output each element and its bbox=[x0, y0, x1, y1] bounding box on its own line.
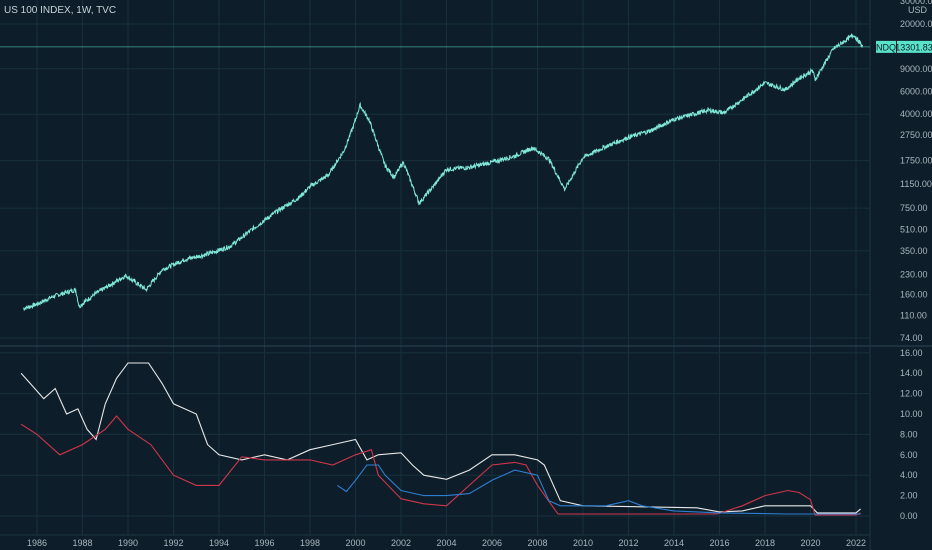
time-axis-tick: 1994 bbox=[209, 538, 229, 548]
price-axis-tick: 2750.00 bbox=[900, 130, 932, 140]
rate-axis-tick: 16.00 bbox=[900, 348, 923, 358]
price-axis-tick: 510.00 bbox=[900, 225, 928, 235]
rate-axis-tick: 14.00 bbox=[900, 368, 923, 378]
price-axis-tick: 750.00 bbox=[900, 203, 928, 213]
time-axis-tick: 2020 bbox=[800, 538, 820, 548]
time-axis-tick: 2018 bbox=[755, 538, 775, 548]
time-axis-tick: 1996 bbox=[254, 538, 274, 548]
rate-series-line-3 bbox=[336, 464, 861, 515]
rate-axis-tick: 12.00 bbox=[900, 389, 923, 399]
rate-series-line-1 bbox=[20, 362, 861, 514]
rate-axis-tick: 8.00 bbox=[900, 429, 918, 439]
price-axis-tick: 20000.00 bbox=[900, 19, 932, 29]
time-axis-tick: 2008 bbox=[527, 538, 547, 548]
price-series-line bbox=[23, 32, 863, 312]
time-axis-tick: 1990 bbox=[118, 538, 138, 548]
rate-axis-tick: 0.00 bbox=[900, 511, 918, 521]
price-axis-tick: 74.00 bbox=[900, 333, 923, 343]
time-axis-tick: 2006 bbox=[482, 538, 502, 548]
chart-title: US 100 INDEX, 1W, TVC bbox=[4, 5, 117, 16]
last-price-value: 13301.83 bbox=[895, 42, 932, 52]
price-axis-tick: 350.00 bbox=[900, 246, 928, 256]
time-axis-tick: 2012 bbox=[618, 538, 638, 548]
price-axis-tick: 30000.00 bbox=[900, 0, 932, 6]
last-price-tag bbox=[897, 40, 932, 53]
price-axis-tick: 6000.00 bbox=[900, 87, 932, 97]
time-axis-tick: 2000 bbox=[345, 538, 365, 548]
time-axis-tick: 2016 bbox=[709, 538, 729, 548]
rate-axis-tick: 2.00 bbox=[900, 491, 918, 501]
rate-axis-tick: 6.00 bbox=[900, 450, 918, 460]
symbol-label: NDQ bbox=[876, 42, 896, 52]
price-axis-tick: 230.00 bbox=[900, 269, 928, 279]
time-axis-tick: 1992 bbox=[163, 538, 183, 548]
currency-label: USD bbox=[908, 5, 928, 15]
time-axis-tick: 1988 bbox=[72, 538, 92, 548]
price-axis-tick: 9000.00 bbox=[900, 64, 932, 74]
time-axis-tick: 1986 bbox=[27, 538, 47, 548]
price-axis-tick: 1750.00 bbox=[900, 156, 932, 166]
symbol-tag bbox=[876, 40, 896, 53]
price-axis-tick: 110.00 bbox=[900, 311, 927, 321]
rate-series-line-2 bbox=[20, 415, 861, 516]
time-axis-tick: 2002 bbox=[391, 538, 411, 548]
price-axis-tick: 1150.00 bbox=[900, 179, 932, 189]
time-axis-tick: 2014 bbox=[664, 538, 684, 548]
rate-axis-tick: 10.00 bbox=[900, 409, 923, 419]
time-axis-tick: 1998 bbox=[300, 538, 320, 548]
price-axis-tick: 160.00 bbox=[900, 290, 928, 300]
rate-axis-tick: 4.00 bbox=[900, 470, 918, 480]
price-axis-tick: 4000.00 bbox=[900, 109, 932, 119]
time-axis-tick: 2022 bbox=[846, 538, 866, 548]
time-axis-tick: 2010 bbox=[573, 538, 593, 548]
time-axis-tick: 2004 bbox=[436, 538, 456, 548]
